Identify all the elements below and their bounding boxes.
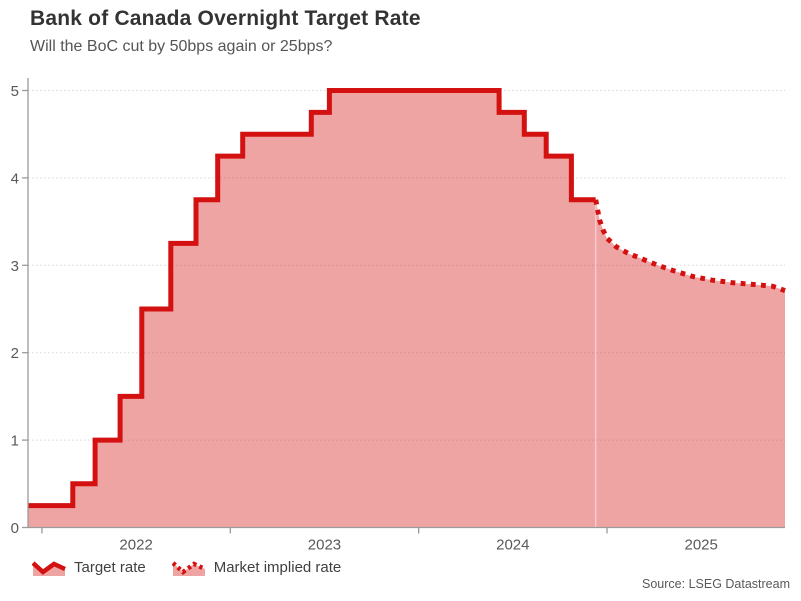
legend: Target rate Market implied rate bbox=[32, 558, 341, 577]
x-tick-label: 2023 bbox=[308, 537, 341, 554]
legend-label-market-implied-rate: Market implied rate bbox=[213, 559, 342, 576]
implied-rate-area bbox=[595, 199, 785, 528]
y-tick-label: 0 bbox=[11, 520, 19, 537]
x-tick-label: 2024 bbox=[496, 537, 529, 554]
x-tick-label: 2025 bbox=[684, 537, 717, 554]
legend-label-target-rate: Target rate bbox=[74, 559, 146, 576]
y-tick-label: 4 bbox=[11, 170, 19, 187]
market-implied-rate-legend-icon bbox=[171, 561, 206, 576]
legend-item-market-implied-rate: Market implied rate bbox=[171, 558, 342, 577]
y-tick-label: 2 bbox=[11, 345, 19, 362]
chart-title: Bank of Canada Overnight Target Rate bbox=[30, 7, 421, 30]
y-tick-label: 5 bbox=[11, 83, 19, 100]
source-credit: Source: LSEG Datastream bbox=[642, 577, 790, 591]
target-rate-area bbox=[28, 90, 596, 528]
target-rate-line bbox=[28, 88, 596, 509]
legend-item-target-rate: Target rate bbox=[32, 558, 146, 577]
y-tick-label: 3 bbox=[11, 258, 19, 275]
y-tick-label: 1 bbox=[11, 433, 19, 450]
x-tick-label: 2022 bbox=[119, 537, 152, 554]
target-rate-legend-icon bbox=[32, 561, 66, 576]
chart-subtitle: Will the BoC cut by 50bps again or 25bps… bbox=[30, 38, 333, 55]
implied-rate-line bbox=[593, 199, 786, 293]
